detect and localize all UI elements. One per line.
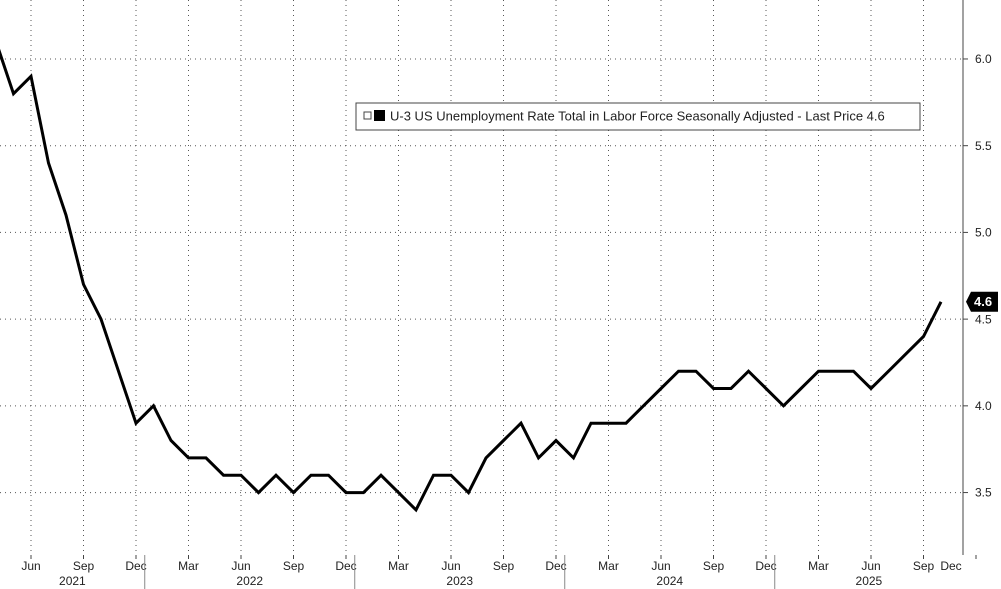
- year-label: 2022: [236, 574, 263, 588]
- year-label: 2025: [856, 574, 883, 588]
- last-price-label: 4.6: [974, 294, 992, 309]
- x-tick-label: Jun: [441, 559, 460, 573]
- x-tick-label: Mar: [388, 559, 409, 573]
- x-tick-label: Jun: [231, 559, 250, 573]
- year-label: 2024: [656, 574, 683, 588]
- x-tick-label: Dec: [940, 559, 961, 573]
- x-tick-label: Sep: [703, 559, 725, 573]
- legend-swatch: [374, 110, 385, 121]
- x-tick-label: Mar: [178, 559, 199, 573]
- series-line: [0, 48, 943, 513]
- legend-label: U-3 US Unemployment Rate Total in Labor …: [390, 108, 885, 123]
- legend: U-3 US Unemployment Rate Total in Labor …: [355, 102, 921, 131]
- x-tick-label: Sep: [913, 559, 935, 573]
- x-tick-label: Dec: [755, 559, 776, 573]
- x-tick-label: Sep: [493, 559, 515, 573]
- y-tick-label: 4.5: [975, 312, 992, 326]
- last-price-box: [966, 291, 998, 312]
- x-tick-label: Dec: [335, 559, 356, 573]
- y-tick-label: 3.5: [975, 486, 992, 500]
- x-tick-label: Jun: [861, 559, 880, 573]
- x-tick-label: Mar: [808, 559, 829, 573]
- y-tick-label: 5.0: [975, 226, 992, 240]
- y-tick-label: 6.0: [975, 52, 992, 66]
- x-tick-label: Dec: [545, 559, 566, 573]
- x-tick-label: Dec: [125, 559, 146, 573]
- x-tick-label: Sep: [283, 559, 305, 573]
- x-tick-label: Jun: [21, 559, 40, 573]
- x-tick-label: Sep: [73, 559, 95, 573]
- legend-toggle[interactable]: [363, 111, 372, 120]
- x-tick-label: Mar: [598, 559, 619, 573]
- legend-box: [355, 102, 921, 131]
- y-tick-label: 4.0: [975, 399, 992, 413]
- plot-area: [0, 48, 943, 513]
- year-label: 2021: [59, 574, 86, 588]
- year-label: 2023: [446, 574, 473, 588]
- y-tick-label: 5.5: [975, 139, 992, 153]
- x-tick-label: Jun: [651, 559, 670, 573]
